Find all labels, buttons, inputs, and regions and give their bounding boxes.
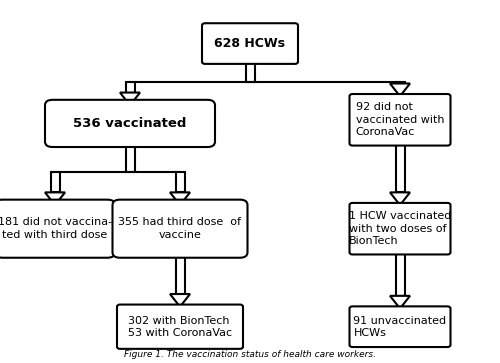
Polygon shape [45,192,65,205]
Polygon shape [126,82,134,93]
FancyBboxPatch shape [350,94,450,146]
Text: 355 had third dose  of
vaccine: 355 had third dose of vaccine [118,217,242,240]
Text: 536 vaccinated: 536 vaccinated [74,117,186,130]
Polygon shape [396,252,404,296]
Polygon shape [176,172,184,192]
Text: 628 HCWs: 628 HCWs [214,37,286,50]
Polygon shape [390,296,410,309]
FancyBboxPatch shape [45,100,215,147]
Polygon shape [390,192,410,205]
Polygon shape [120,93,140,105]
Text: 302 with BionTech
53 with CoronaVac: 302 with BionTech 53 with CoronaVac [128,315,232,338]
Polygon shape [246,62,254,82]
Polygon shape [396,82,404,83]
Polygon shape [50,172,59,192]
Polygon shape [170,294,190,307]
FancyBboxPatch shape [112,200,248,258]
Text: Figure 1. The vaccination status of health care workers.: Figure 1. The vaccination status of heal… [124,350,376,359]
Polygon shape [176,252,184,294]
Polygon shape [126,142,134,172]
Polygon shape [396,143,404,192]
FancyBboxPatch shape [0,200,115,258]
Text: 92 did not
vaccinated with
CoronaVac: 92 did not vaccinated with CoronaVac [356,102,444,137]
Text: 181 did not vaccina-
ted with third dose: 181 did not vaccina- ted with third dose [0,217,112,240]
Text: 1 HCW vaccinated
with two doses of
BionTech: 1 HCW vaccinated with two doses of BionT… [349,211,451,246]
FancyBboxPatch shape [350,306,450,347]
Polygon shape [390,83,410,96]
FancyBboxPatch shape [350,203,450,254]
Text: 91 unvaccinated
HCWs: 91 unvaccinated HCWs [354,315,446,338]
Polygon shape [170,192,190,205]
FancyBboxPatch shape [202,23,298,64]
FancyBboxPatch shape [117,305,243,349]
